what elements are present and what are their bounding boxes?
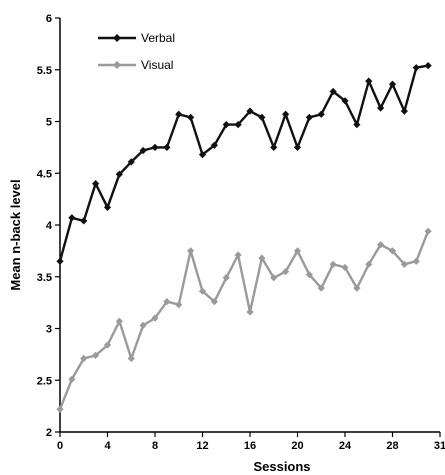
axes: 2 2.5 3 3.5 4 4.5 5 5.5 6 0 4 8 12 16 20 24 28 31 <box>37 13 445 452</box>
y-tick-label: 4.5 <box>37 168 52 180</box>
visual-data-point <box>222 274 230 282</box>
verbal-data-point <box>258 113 266 121</box>
verbal-data-point <box>365 77 373 85</box>
visual-data-point <box>293 247 302 255</box>
legend: Verbal Visual <box>98 31 175 72</box>
verbal-series-line <box>58 64 429 262</box>
visual-data-point <box>377 241 385 249</box>
visual-data-point <box>424 227 432 235</box>
visual-data-point <box>115 317 123 325</box>
verbal-data-point <box>234 121 242 129</box>
verbal-data-point <box>175 110 183 118</box>
x-tick-label: 12 <box>196 440 208 452</box>
visual-data-point <box>270 274 278 282</box>
verbal-legend-label: Verbal <box>141 31 175 45</box>
visual-data-point <box>92 351 100 360</box>
verbal-data-point <box>282 110 290 118</box>
visual-data-point <box>139 321 147 329</box>
y-tick-label: 2.5 <box>37 375 52 387</box>
verbal-data-point <box>222 121 230 129</box>
x-tick-label: 0 <box>57 440 63 452</box>
visual-data-point <box>198 287 207 295</box>
verbal-data-point <box>68 214 76 222</box>
visual-data-point <box>175 301 183 309</box>
verbal-data-point <box>115 170 123 178</box>
x-tick-label: 16 <box>244 440 256 452</box>
verbal-data-point <box>210 141 218 149</box>
visual-data-point <box>151 314 159 322</box>
visual-data-point <box>282 267 290 276</box>
verbal-data-point <box>139 146 147 155</box>
verbal-data-point <box>198 151 207 159</box>
verbal-data-point <box>377 104 385 112</box>
verbal-data-point <box>92 180 100 188</box>
visual-data-point <box>127 354 135 363</box>
y-tick-label: 3.5 <box>37 272 52 284</box>
verbal-data-point <box>305 113 313 121</box>
y-tick-label: 6 <box>46 13 52 25</box>
x-tick-label: 24 <box>339 440 352 452</box>
verbal-data-point <box>400 107 408 115</box>
visual-data-point <box>246 308 254 316</box>
y-tick-label: 5 <box>46 117 52 129</box>
plot-area <box>56 62 432 413</box>
verbal-legend-marker <box>113 34 121 42</box>
verbal-data-point <box>317 110 325 118</box>
visual-legend-marker <box>113 61 121 69</box>
verbal-data-point <box>246 107 254 115</box>
visual-data-point <box>258 254 266 262</box>
y-axis-title: Mean n-back level <box>8 179 23 290</box>
visual-data-point <box>80 354 88 363</box>
visual-data-point <box>365 260 373 268</box>
visual-data-point <box>388 247 397 255</box>
x-tick-label: 28 <box>386 440 398 452</box>
y-tick-label: 2 <box>46 427 52 439</box>
verbal-data-point <box>424 62 432 70</box>
verbal-data-point <box>103 203 112 212</box>
verbal-data-point <box>341 97 349 105</box>
y-tick-label: 3 <box>46 324 52 336</box>
visual-data-point <box>329 260 337 268</box>
visual-data-point <box>353 284 361 292</box>
visual-data-point <box>400 260 408 268</box>
x-axis-title: Sessions <box>253 459 310 474</box>
y-tick-label: 5.5 <box>37 65 52 77</box>
visual-data-point <box>210 297 218 306</box>
visual-data-point <box>103 341 112 349</box>
verbal-data-point <box>80 217 88 225</box>
verbal-data-point <box>388 80 397 88</box>
visual-data-point <box>68 375 76 383</box>
visual-data-point <box>305 271 313 279</box>
visual-data-point <box>163 297 171 306</box>
x-tick-label: 4 <box>104 440 111 452</box>
verbal-data-point <box>151 143 159 151</box>
verbal-data-point <box>329 87 337 96</box>
y-tick-label: 4 <box>46 220 53 232</box>
visual-legend-label: Visual <box>141 58 173 72</box>
verbal-data-point <box>412 64 420 72</box>
verbal-data-point <box>56 257 64 265</box>
visual-data-point <box>341 263 349 272</box>
verbal-data-point <box>293 143 302 151</box>
x-tick-label: 8 <box>152 440 158 452</box>
visual-series-line <box>58 230 430 410</box>
verbal-data-point <box>163 143 171 151</box>
verbal-data-point <box>127 158 135 166</box>
visual-data-point <box>187 247 195 255</box>
visual-data-point <box>412 257 420 265</box>
visual-data-point <box>56 405 64 413</box>
visual-data-point <box>234 251 242 259</box>
x-tick-label: 20 <box>291 440 303 452</box>
verbal-data-point <box>187 113 195 121</box>
x-tick-label: 31 <box>434 440 445 452</box>
visual-data-point <box>317 284 325 292</box>
verbal-data-point <box>270 143 278 151</box>
verbal-data-point <box>353 121 361 129</box>
